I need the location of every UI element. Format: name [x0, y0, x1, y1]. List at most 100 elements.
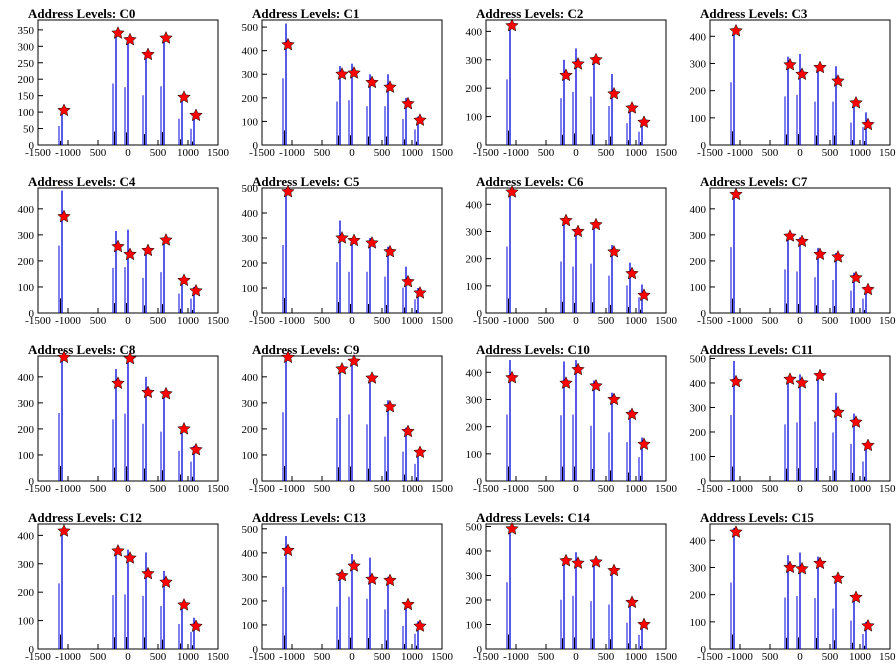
y-tick-label: 200 — [18, 256, 35, 268]
x-tick-label: 0 — [573, 315, 579, 327]
chart-title: Address Levels: C0 — [28, 6, 135, 21]
x-tick-label: 1500 — [879, 315, 896, 327]
y-tick-label: 400 — [18, 204, 35, 216]
y-tick-label: 100 — [242, 450, 259, 462]
x-tick-label: 1000 — [177, 147, 200, 159]
y-tick-label: 500 — [242, 183, 259, 195]
chart-title: Address Levels: C10 — [476, 342, 590, 357]
peak-marker — [401, 96, 415, 110]
x-tick-label: 1500 — [879, 483, 896, 495]
x-tick-label: -1000 — [279, 651, 305, 663]
x-tick-label: 500 — [374, 651, 391, 663]
x-tick-label: -1500 — [697, 315, 723, 327]
y-tick-label: 0 — [477, 644, 483, 656]
x-tick-label: -1000 — [279, 315, 305, 327]
x-tick-label: -1500 — [249, 315, 275, 327]
chart-title: Address Levels: C11 — [700, 342, 813, 357]
y-tick-label: 200 — [242, 596, 259, 608]
y-tick-label: 400 — [242, 548, 259, 560]
y-tick-label: 300 — [18, 230, 35, 242]
peak-marker — [813, 368, 827, 382]
chart-title: Address Levels: C13 — [252, 510, 366, 525]
peak-marker — [335, 568, 349, 582]
peak-marker — [795, 375, 809, 389]
x-tick-label: -1000 — [279, 483, 305, 495]
y-tick-label: 300 — [466, 570, 483, 582]
y-tick-label: 0 — [253, 140, 259, 152]
peak-marker — [813, 556, 827, 570]
y-tick-label: 100 — [466, 281, 483, 293]
x-tick-label: 500 — [314, 483, 331, 495]
x-tick-label: 500 — [538, 651, 555, 663]
x-tick-label: 500 — [90, 651, 107, 663]
y-tick-label: 100 — [18, 282, 35, 294]
peak-marker — [347, 354, 361, 368]
x-tick-label: 0 — [349, 315, 355, 327]
x-tick-label: -1500 — [25, 147, 51, 159]
y-tick-label: 300 — [18, 559, 35, 571]
y-tick-label: 300 — [690, 230, 707, 242]
x-tick-label: -1000 — [727, 147, 753, 159]
peak-marker — [159, 30, 173, 44]
x-tick-label: 500 — [90, 483, 107, 495]
x-tick-label: 500 — [374, 315, 391, 327]
chart-panel: Address Levels: C6 0 100 200 300 400 -1500 -100… — [466, 174, 678, 327]
peak-marker — [849, 590, 863, 604]
x-tick-label: 500 — [150, 147, 167, 159]
peak-marker — [365, 370, 379, 384]
peak-marker — [281, 543, 295, 557]
chart-panel: Address Levels: C1 0 100 200 300 400 500 -1500-… — [242, 6, 454, 159]
x-tick-label: 0 — [797, 315, 803, 327]
y-tick-label: 400 — [690, 204, 707, 216]
x-tick-label: 500 — [150, 315, 167, 327]
peak-marker — [625, 595, 639, 609]
y-tick-label: 400 — [466, 367, 483, 379]
y-tick-label: 500 — [242, 524, 259, 536]
peak-marker — [365, 75, 379, 89]
x-tick-label: 1000 — [625, 315, 648, 327]
y-tick-label: 200 — [466, 254, 483, 266]
x-tick-label: 1500 — [207, 315, 230, 327]
x-tick-label: 500 — [598, 651, 615, 663]
y-tick-label: 100 — [18, 107, 35, 119]
chart-panel: Address Levels: C7 0 100 200 300 400 -1500 -100… — [690, 174, 896, 327]
x-tick-label: 1500 — [431, 147, 454, 159]
y-tick-label: 100 — [242, 620, 259, 632]
x-tick-label: 0 — [797, 483, 803, 495]
x-tick-label: 500 — [314, 651, 331, 663]
y-tick-label: 100 — [466, 112, 483, 124]
y-tick-label: 300 — [242, 572, 259, 584]
y-tick-label: 200 — [690, 590, 707, 602]
y-tick-label: 0 — [477, 308, 483, 320]
y-tick-label: 200 — [18, 424, 35, 436]
y-tick-label: 0 — [253, 644, 259, 656]
y-tick-label: 100 — [18, 450, 35, 462]
y-tick-label: 400 — [242, 372, 259, 384]
chart-title: Address Levels: C1 — [252, 6, 359, 21]
x-tick-label: 1500 — [879, 651, 896, 663]
y-tick-label: 400 — [690, 535, 707, 547]
y-tick-label: 100 — [18, 616, 35, 628]
y-tick-label: 500 — [466, 521, 483, 533]
x-tick-label: 0 — [797, 651, 803, 663]
peak-marker — [365, 572, 379, 585]
y-tick-label: 100 — [690, 451, 707, 463]
y-tick-label: 400 — [242, 46, 259, 58]
peak-marker — [141, 47, 155, 61]
y-tick-label: 300 — [242, 69, 259, 81]
y-tick-label: 100 — [690, 617, 707, 629]
peak-marker — [559, 376, 573, 389]
x-tick-label: 500 — [374, 147, 391, 159]
x-tick-label: -1000 — [503, 651, 529, 663]
chart-title: Address Levels: C4 — [28, 174, 136, 189]
x-tick-label: 500 — [822, 651, 839, 663]
peak-marker — [505, 18, 519, 32]
x-tick-label: 500 — [538, 147, 555, 159]
peak-marker — [159, 386, 173, 400]
y-tick-label: 300 — [466, 55, 483, 67]
chart-panel: Address Levels: C13 0 100 200 300 400 500 -1500… — [242, 510, 454, 663]
x-tick-label: 500 — [374, 483, 391, 495]
peak-marker — [625, 266, 639, 280]
x-tick-label: 500 — [762, 651, 779, 663]
x-tick-label: 1000 — [625, 651, 648, 663]
